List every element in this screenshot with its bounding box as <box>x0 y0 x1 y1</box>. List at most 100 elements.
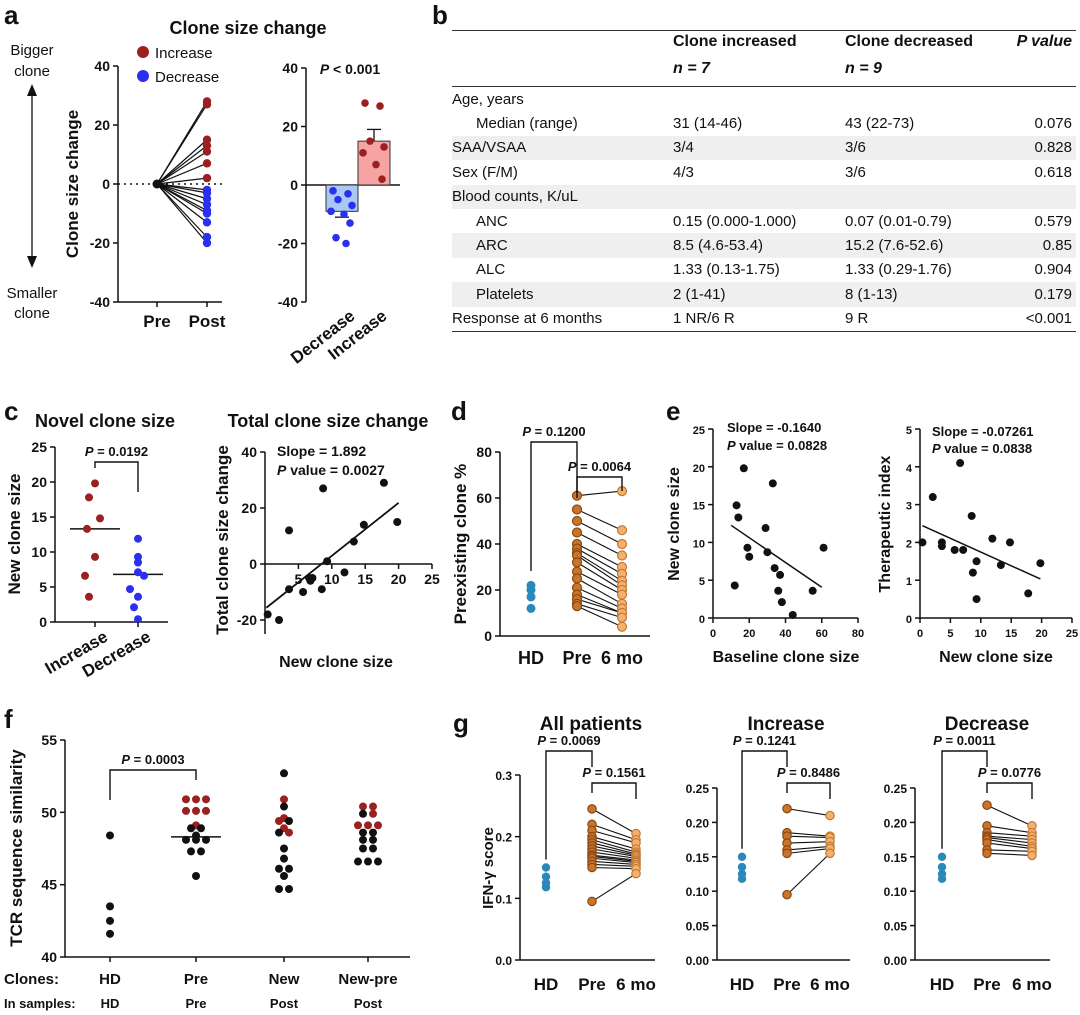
table-cell: 0.07 (0.01-0.79) <box>845 212 952 230</box>
f-point <box>280 795 288 804</box>
c1-y-axis-tick-label: 0 <box>39 614 47 630</box>
a1-series-line <box>156 139 208 185</box>
d-y-axis-tick-label: 40 <box>476 536 492 552</box>
subheader-n-increased: n = 7 <box>673 60 845 87</box>
table-cell: 8 (1-13) <box>845 282 1015 307</box>
c2-x-tick-label: 25 <box>424 571 440 587</box>
g2-hd-point <box>737 862 747 872</box>
g2-y-axis-tick-label: 0.25 <box>686 782 710 796</box>
table-cell: 0.076 <box>1034 115 1072 133</box>
e1-x-label: Baseline clone size <box>713 649 860 666</box>
e1-slope-label: Slope = -0.1640 <box>727 420 821 435</box>
c1-y-label: New clone size <box>5 474 24 595</box>
g1-y-axis-tick-label: 0.3 <box>495 769 512 783</box>
a2-y-axis-tick-label: -20 <box>278 236 298 252</box>
g3-pair-line <box>986 852 1033 856</box>
f-point <box>275 817 283 826</box>
f-y-label: TCR sequence similarity <box>7 749 26 947</box>
f-point <box>280 854 288 863</box>
c1-point <box>140 571 148 580</box>
g2-y-axis-tick-label: 0.05 <box>686 920 710 934</box>
g1-pair-line <box>591 857 637 864</box>
e2-point <box>988 534 997 543</box>
e2-point <box>959 545 968 554</box>
header-clone-decreased: Clone decreased <box>845 30 1015 60</box>
table-cell: ARC <box>452 233 673 258</box>
a1-point-decrease <box>202 232 212 242</box>
g2-pre-point <box>782 889 792 900</box>
a2-point <box>372 160 380 169</box>
c2-point <box>275 616 284 624</box>
subheader-cell <box>452 60 673 87</box>
g3-pre-point <box>982 800 992 810</box>
e2-point <box>1036 559 1045 568</box>
c2-point <box>319 484 328 493</box>
c2-point <box>359 520 368 529</box>
table-row: Sex (F/M) 4/3 3/6 0.618 <box>452 160 1076 184</box>
g1-pair-line <box>591 851 637 859</box>
g3-hd-pre-p-value: P = 0.0011 <box>933 733 996 748</box>
d-pair-line <box>576 552 623 582</box>
g3-x-tick-label: Pre <box>973 975 1000 994</box>
d-pre-point <box>571 504 583 515</box>
a2-point <box>361 99 369 107</box>
c1-point <box>130 603 138 612</box>
c2-fit-line <box>265 502 400 609</box>
table-cell <box>1015 184 1076 209</box>
bigger-clone-label: clone <box>14 63 50 80</box>
d-hd-point <box>526 585 536 595</box>
e2-point <box>972 595 981 604</box>
g1-pair-line <box>591 842 637 855</box>
f-point <box>374 821 382 830</box>
table-cell: ANC <box>476 212 508 230</box>
d-hd-point <box>526 603 536 613</box>
a1-y-axis-tick-label: 40 <box>94 58 110 74</box>
g3-pre-point <box>982 848 992 859</box>
e2-x-label: New clone size <box>939 649 1053 666</box>
e2-slope-label: Slope = -0.07261 <box>932 424 1034 439</box>
c1-point <box>85 592 93 601</box>
e2-point <box>968 568 977 577</box>
d-y-axis-tick-label: 60 <box>476 490 492 506</box>
a1-pre-point <box>152 179 162 189</box>
f-point <box>359 809 367 818</box>
f-sample-label: Pre <box>186 996 207 1011</box>
f-clone-label: New-pre <box>338 971 397 988</box>
f-point <box>369 844 377 853</box>
d-hd-pre-p-value: P = 0.1200 <box>522 424 585 439</box>
c2-p-value: P value = 0.0027 <box>277 462 385 478</box>
a1-series-line <box>156 183 208 244</box>
c1-point <box>134 568 142 577</box>
d-pair-line <box>576 520 623 545</box>
g2-pair-line <box>786 835 831 839</box>
table-cell: <0.001 <box>1015 306 1076 332</box>
d-post-point <box>616 550 628 561</box>
a1-y-axis-tick-label: -20 <box>90 235 110 251</box>
e2-point <box>950 545 959 554</box>
c2-point <box>299 588 308 596</box>
f-point <box>359 828 367 837</box>
f-point <box>192 806 200 815</box>
g1-x-tick-label: Pre <box>578 975 605 994</box>
a2-y-axis-tick-label: -40 <box>278 294 298 310</box>
c2-point <box>317 585 326 594</box>
c2-point <box>340 568 349 577</box>
e1-p-value: P value = 0.0828 <box>727 438 827 453</box>
f-point <box>369 809 377 818</box>
g2-y-axis-tick-label: 0.00 <box>686 954 710 968</box>
d-x-tick-label: Pre <box>562 648 591 668</box>
clinical-table: Clone increased Clone decreased P value … <box>452 30 1076 332</box>
g2-y-axis-tick-label: 0.20 <box>686 816 710 830</box>
f-point <box>364 857 372 866</box>
f-hd-pre-p-value: P = 0.0003 <box>121 752 184 767</box>
table-cell: 0.904 <box>1034 261 1072 279</box>
c2-point <box>323 557 332 566</box>
g2-hd-point <box>737 852 747 861</box>
g1-pair-line <box>591 855 637 862</box>
table-cell: 0.579 <box>1034 212 1072 230</box>
d-pre-post-bracket <box>576 476 623 493</box>
f-y-axis-tick-label: 55 <box>41 732 57 748</box>
e2-x-tick-label: 15 <box>1005 628 1017 640</box>
f-point <box>192 795 200 804</box>
